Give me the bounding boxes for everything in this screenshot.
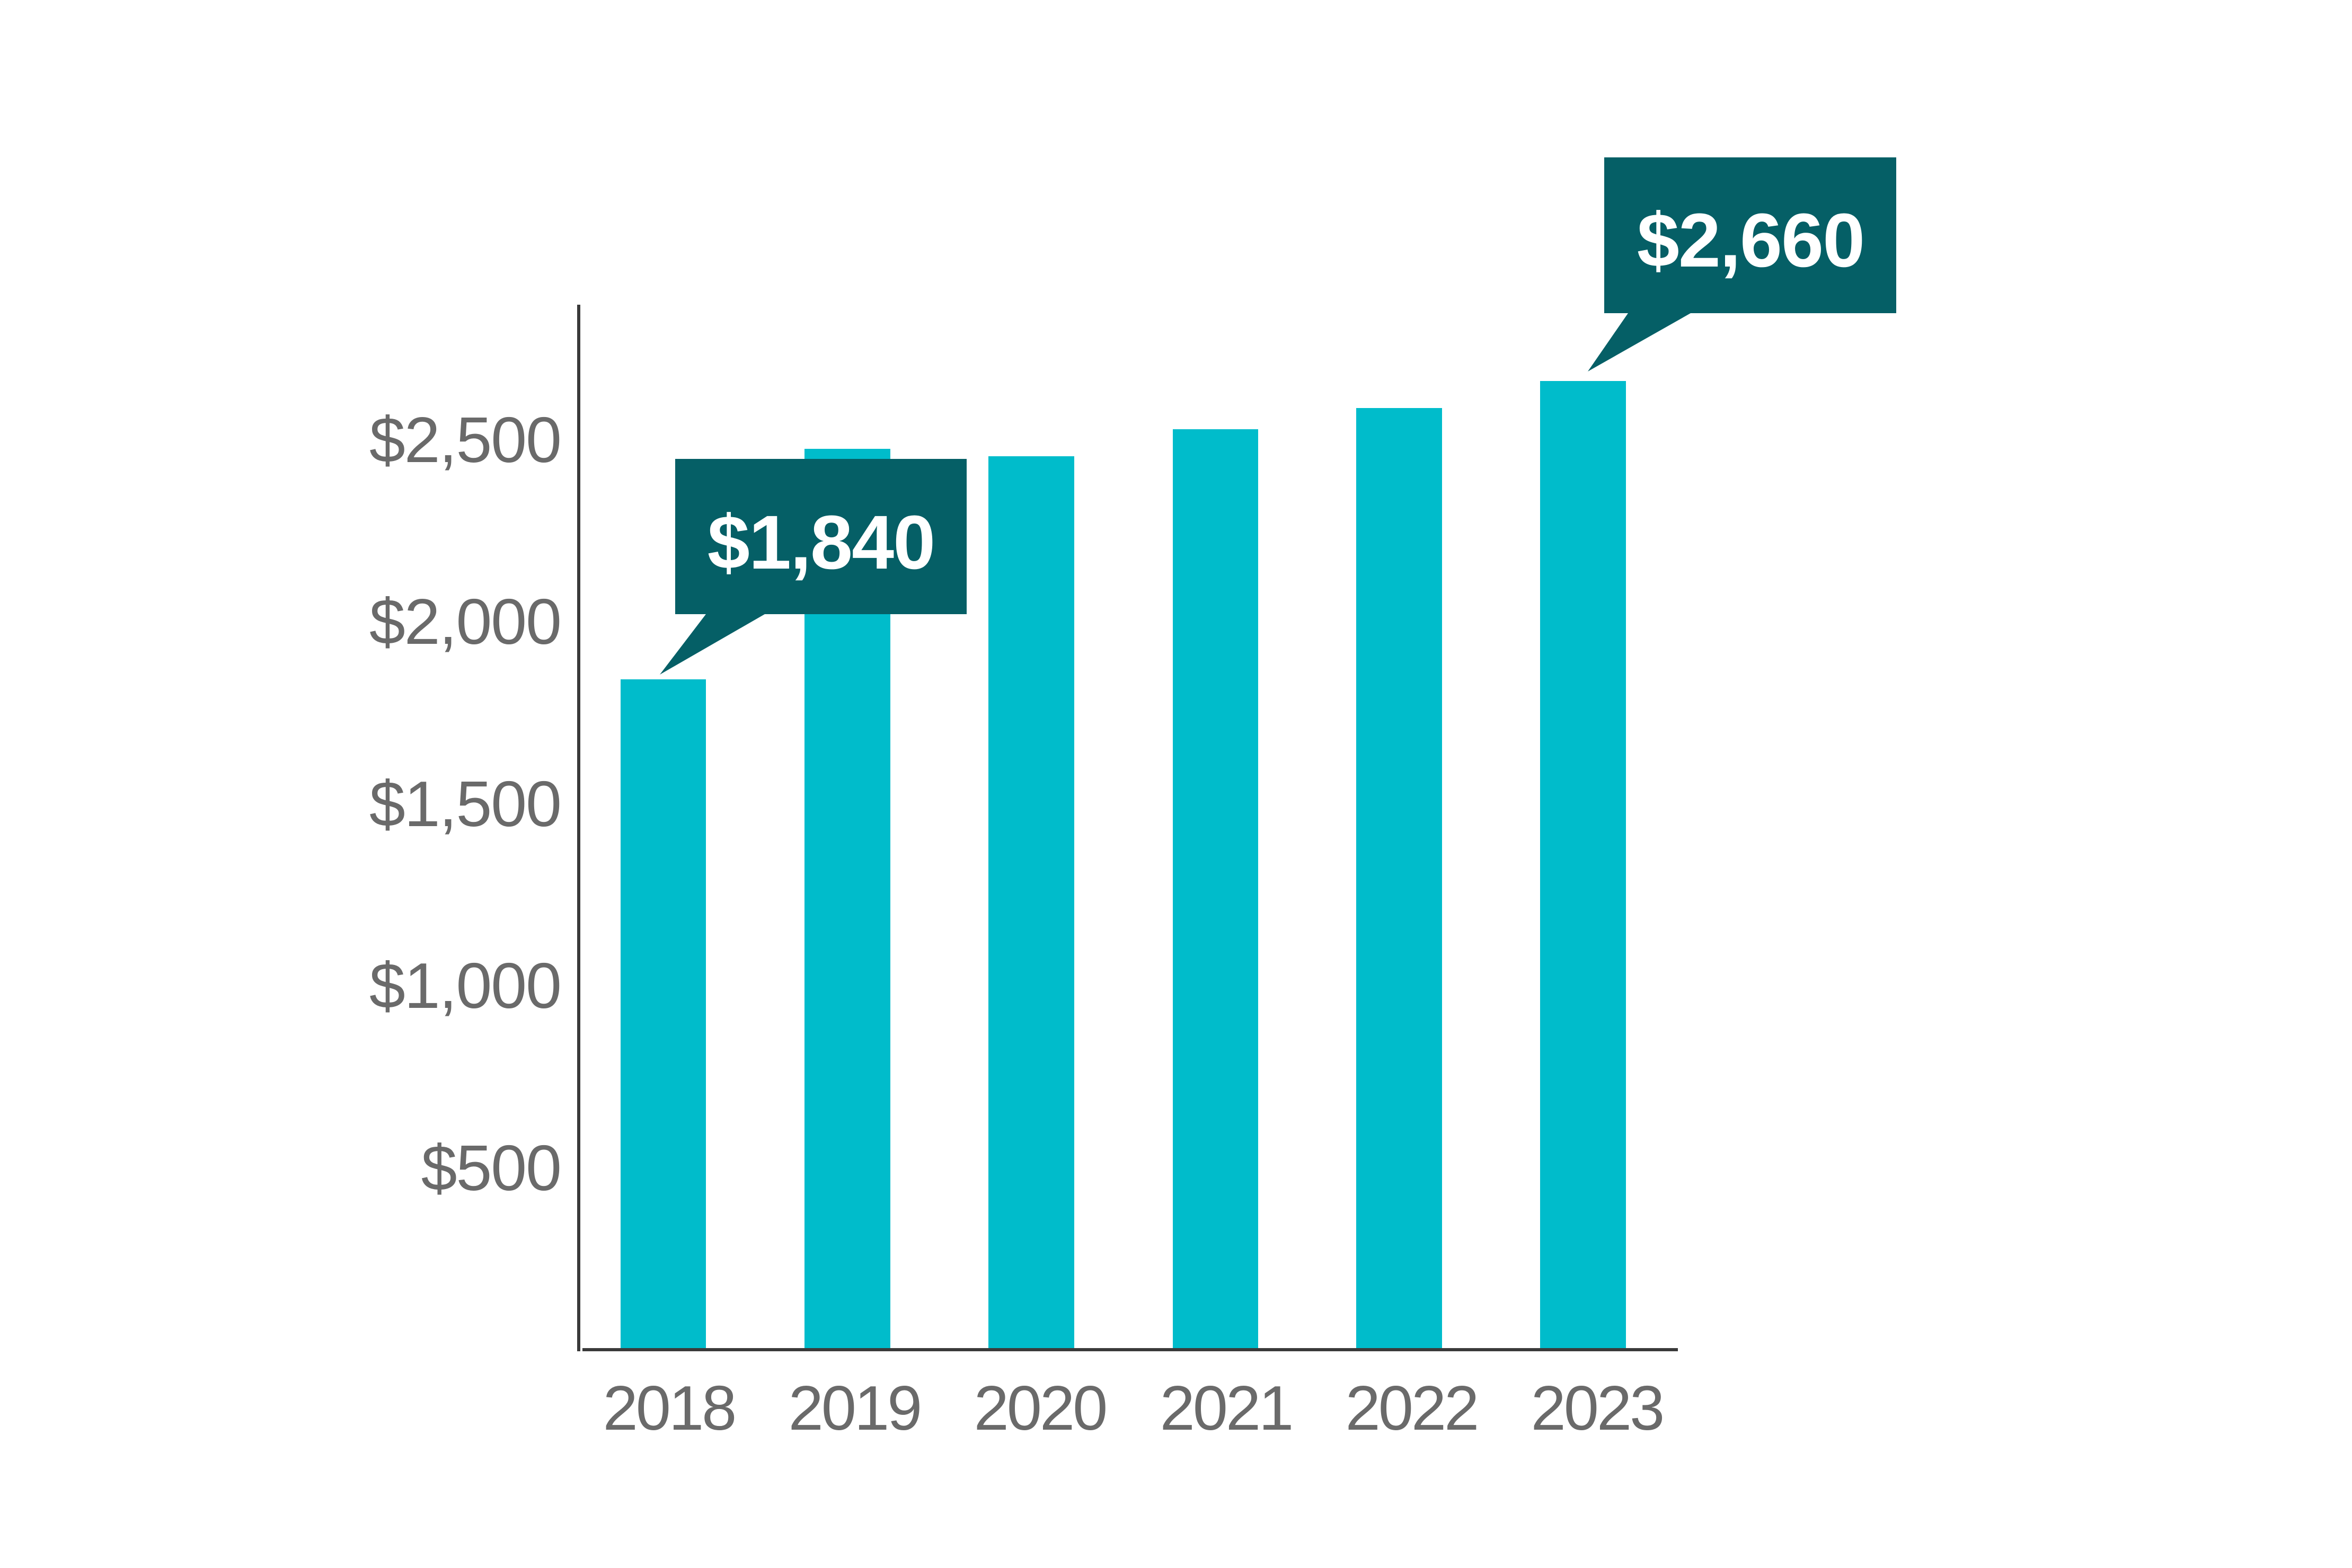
svg-text:2020: 2020	[974, 1373, 1106, 1443]
svg-text:$2,660: $2,660	[1637, 198, 1864, 283]
svg-text:$1,500: $1,500	[369, 768, 561, 840]
svg-text:2018: 2018	[603, 1373, 735, 1443]
svg-text:$500: $500	[421, 1132, 561, 1204]
svg-text:$2,500: $2,500	[369, 404, 561, 476]
svg-text:2019: 2019	[789, 1373, 921, 1443]
svg-text:2022: 2022	[1346, 1373, 1478, 1443]
svg-text:2021: 2021	[1160, 1373, 1292, 1443]
svg-text:$1,000: $1,000	[369, 950, 561, 1022]
svg-text:$2,000: $2,000	[369, 586, 561, 658]
svg-text:$1,840: $1,840	[708, 500, 934, 585]
svg-text:2023: 2023	[1531, 1373, 1663, 1443]
